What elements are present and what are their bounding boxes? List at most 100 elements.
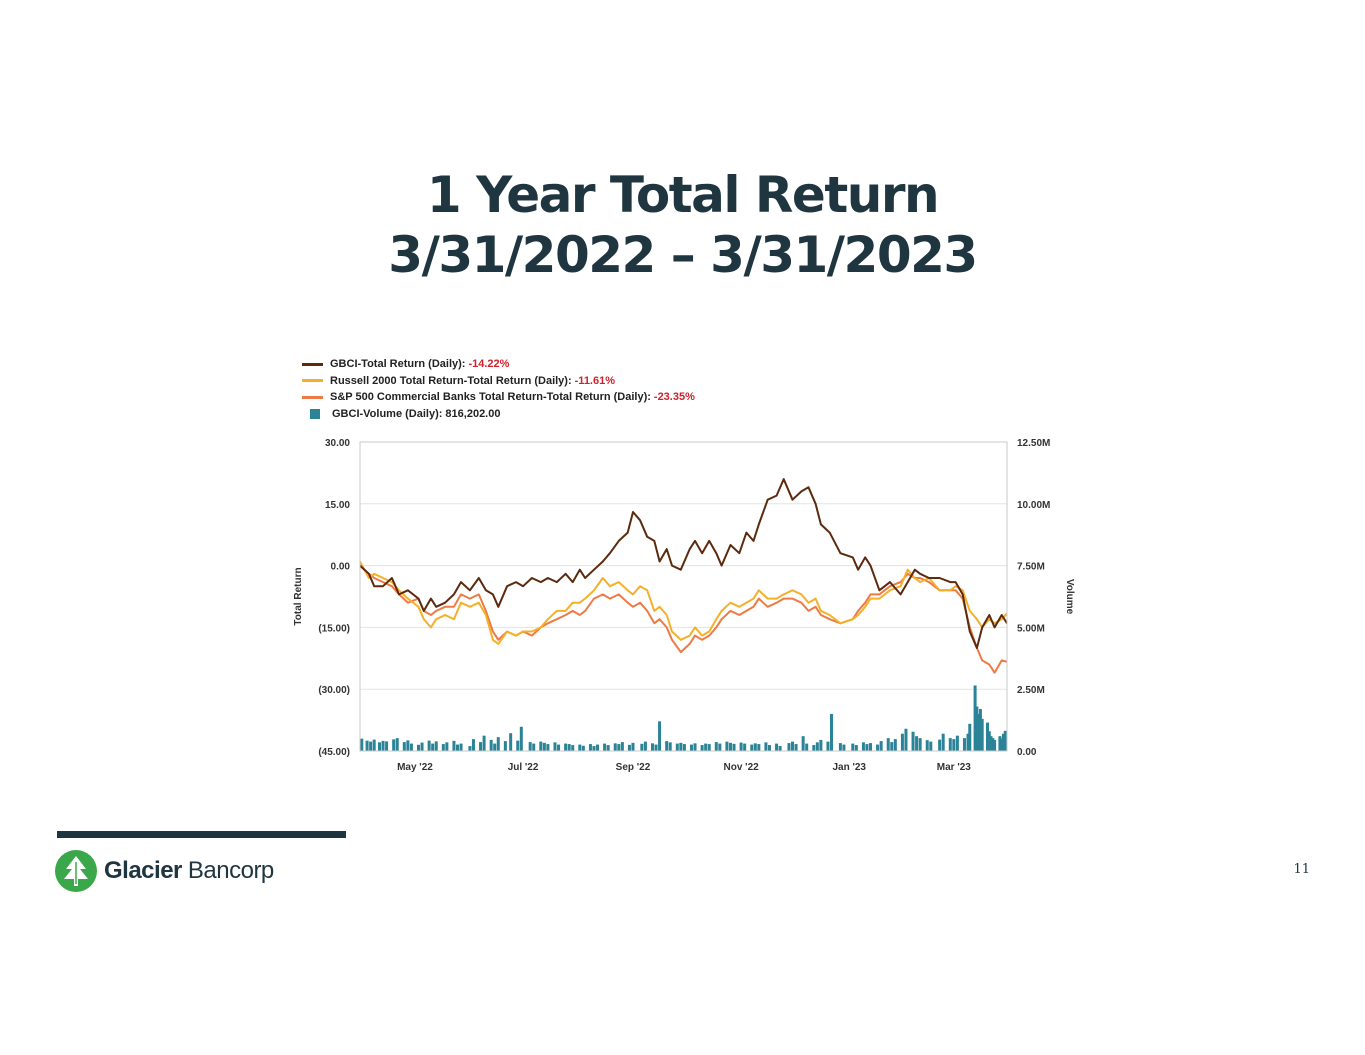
volume-bar: [1003, 730, 1007, 751]
y-tick-label: (30.00): [318, 685, 350, 696]
y-tick-label: 15.00: [325, 500, 350, 511]
chart-legend: GBCI-Total Return (Daily): -14.22% Russe…: [302, 356, 695, 422]
legend-swatch: [310, 408, 320, 419]
y-tick-label: (15.00): [318, 623, 350, 634]
y-axis-right-ticks: 12.50M 10.00M 7.50M 5.00M 2.50M 0.00: [1017, 438, 1050, 758]
volume-bar: [479, 742, 483, 751]
volume-bar: [650, 743, 654, 751]
volume-bar: [557, 744, 561, 751]
volume-bar: [402, 742, 406, 751]
return-lines: [359, 478, 1008, 674]
russell-2000-line: [359, 561, 1008, 645]
volume-bar: [918, 738, 922, 751]
volume-bar: [750, 744, 754, 751]
volume-bar: [395, 738, 399, 751]
sp500-banks-line: [359, 564, 1008, 674]
volume-bar: [489, 739, 493, 751]
volume-bar: [938, 739, 942, 751]
volume-bar: [689, 744, 693, 751]
volume-bar: [718, 743, 722, 751]
volume-bar: [952, 739, 956, 751]
volume-bar: [842, 744, 846, 751]
volume-bar: [455, 744, 459, 751]
legend-value: 816,202.00: [445, 407, 501, 420]
slide-subtitle-date-range: 3/31/2022 – 3/31/2023: [388, 226, 978, 284]
chart-gridlines: [360, 441, 1007, 752]
volume-bar: [700, 745, 704, 751]
volume-bar: [420, 742, 424, 751]
volume-bar: [581, 745, 585, 751]
volume-bar: [503, 741, 507, 751]
volume-bar: [620, 742, 624, 751]
volume-bar: [482, 735, 486, 751]
volume-bar: [606, 745, 610, 751]
volume-bar: [725, 741, 729, 751]
volume-bar: [603, 743, 607, 751]
volume-bar: [416, 744, 420, 751]
volume-bar: [640, 743, 644, 751]
volume-bar: [471, 739, 475, 751]
logo-text-bancorp: Bancorp: [187, 857, 274, 884]
volume-bar: [372, 739, 376, 751]
volume-bar: [707, 744, 711, 751]
y2-tick-label: 0.00: [1017, 747, 1037, 758]
volume-bar: [427, 740, 431, 751]
volume-bar: [805, 743, 809, 751]
legend-swatch: [302, 362, 323, 366]
volume-bar: [675, 743, 679, 751]
volume-bar: [452, 740, 456, 751]
legend-value: -11.61%: [574, 374, 616, 387]
volume-bar: [955, 735, 959, 751]
volume-bar: [998, 736, 1002, 751]
volume-bar: [962, 738, 966, 751]
volume-bar: [775, 743, 779, 751]
volume-bar: [532, 743, 536, 751]
volume-bar: [890, 742, 894, 751]
page-number: 11: [1293, 862, 1310, 877]
volume-bar: [553, 742, 557, 751]
volume-bar: [819, 739, 823, 751]
legend-label: S&P 500 Commercial Banks Total Return-To…: [330, 391, 651, 404]
y2-tick-label: 12.50M: [1017, 438, 1050, 449]
volume-bar: [431, 743, 435, 751]
legend-value: -14.22%: [468, 358, 510, 371]
logo-text-glacier: Glacier: [104, 857, 182, 884]
company-logo: Glacier Bancorp: [55, 850, 274, 892]
volume-bar: [993, 739, 997, 751]
volume-bar: [360, 738, 364, 751]
volume-bar: [459, 743, 463, 751]
volume-bar: [445, 742, 449, 751]
volume-bar: [665, 741, 669, 751]
y-axis-right-title: Volume: [1064, 579, 1075, 615]
volume-bar: [617, 744, 621, 751]
legend-item-sp500-commercial-banks: S&P 500 Commercial Banks Total Return-To…: [302, 389, 695, 406]
volume-bar: [509, 733, 513, 751]
volume-bar: [441, 744, 445, 751]
volume-bar: [643, 741, 647, 751]
volume-bar: [728, 742, 732, 751]
volume-bar: [794, 744, 798, 751]
volume-bar: [743, 743, 747, 751]
volume-bar: [392, 739, 396, 751]
volume-bar: [911, 731, 915, 751]
volume-bar: [978, 708, 982, 751]
volume-bar: [767, 745, 771, 751]
legend-item-gbci-total-return: GBCI-Total Return (Daily): -14.22%: [302, 356, 695, 373]
volume-bar: [365, 740, 369, 751]
volume-bar: [975, 706, 979, 751]
volume-bar: [567, 744, 571, 751]
volume-bar: [578, 744, 582, 751]
volume-bar: [989, 736, 993, 751]
volume-bar: [732, 743, 736, 751]
volume-bar: [925, 740, 929, 751]
legend-label: GBCI-Volume (Daily):: [332, 407, 443, 420]
volume-bars: [360, 685, 1007, 751]
volume-bar: [596, 744, 600, 751]
volume-bar: [830, 713, 834, 751]
volume-bar: [893, 739, 897, 751]
volume-bar: [493, 743, 497, 751]
volume-bar: [980, 718, 984, 751]
x-tick-label: Nov '22: [724, 762, 760, 773]
volume-bar: [861, 742, 865, 751]
y-tick-label: 0.00: [331, 562, 351, 573]
